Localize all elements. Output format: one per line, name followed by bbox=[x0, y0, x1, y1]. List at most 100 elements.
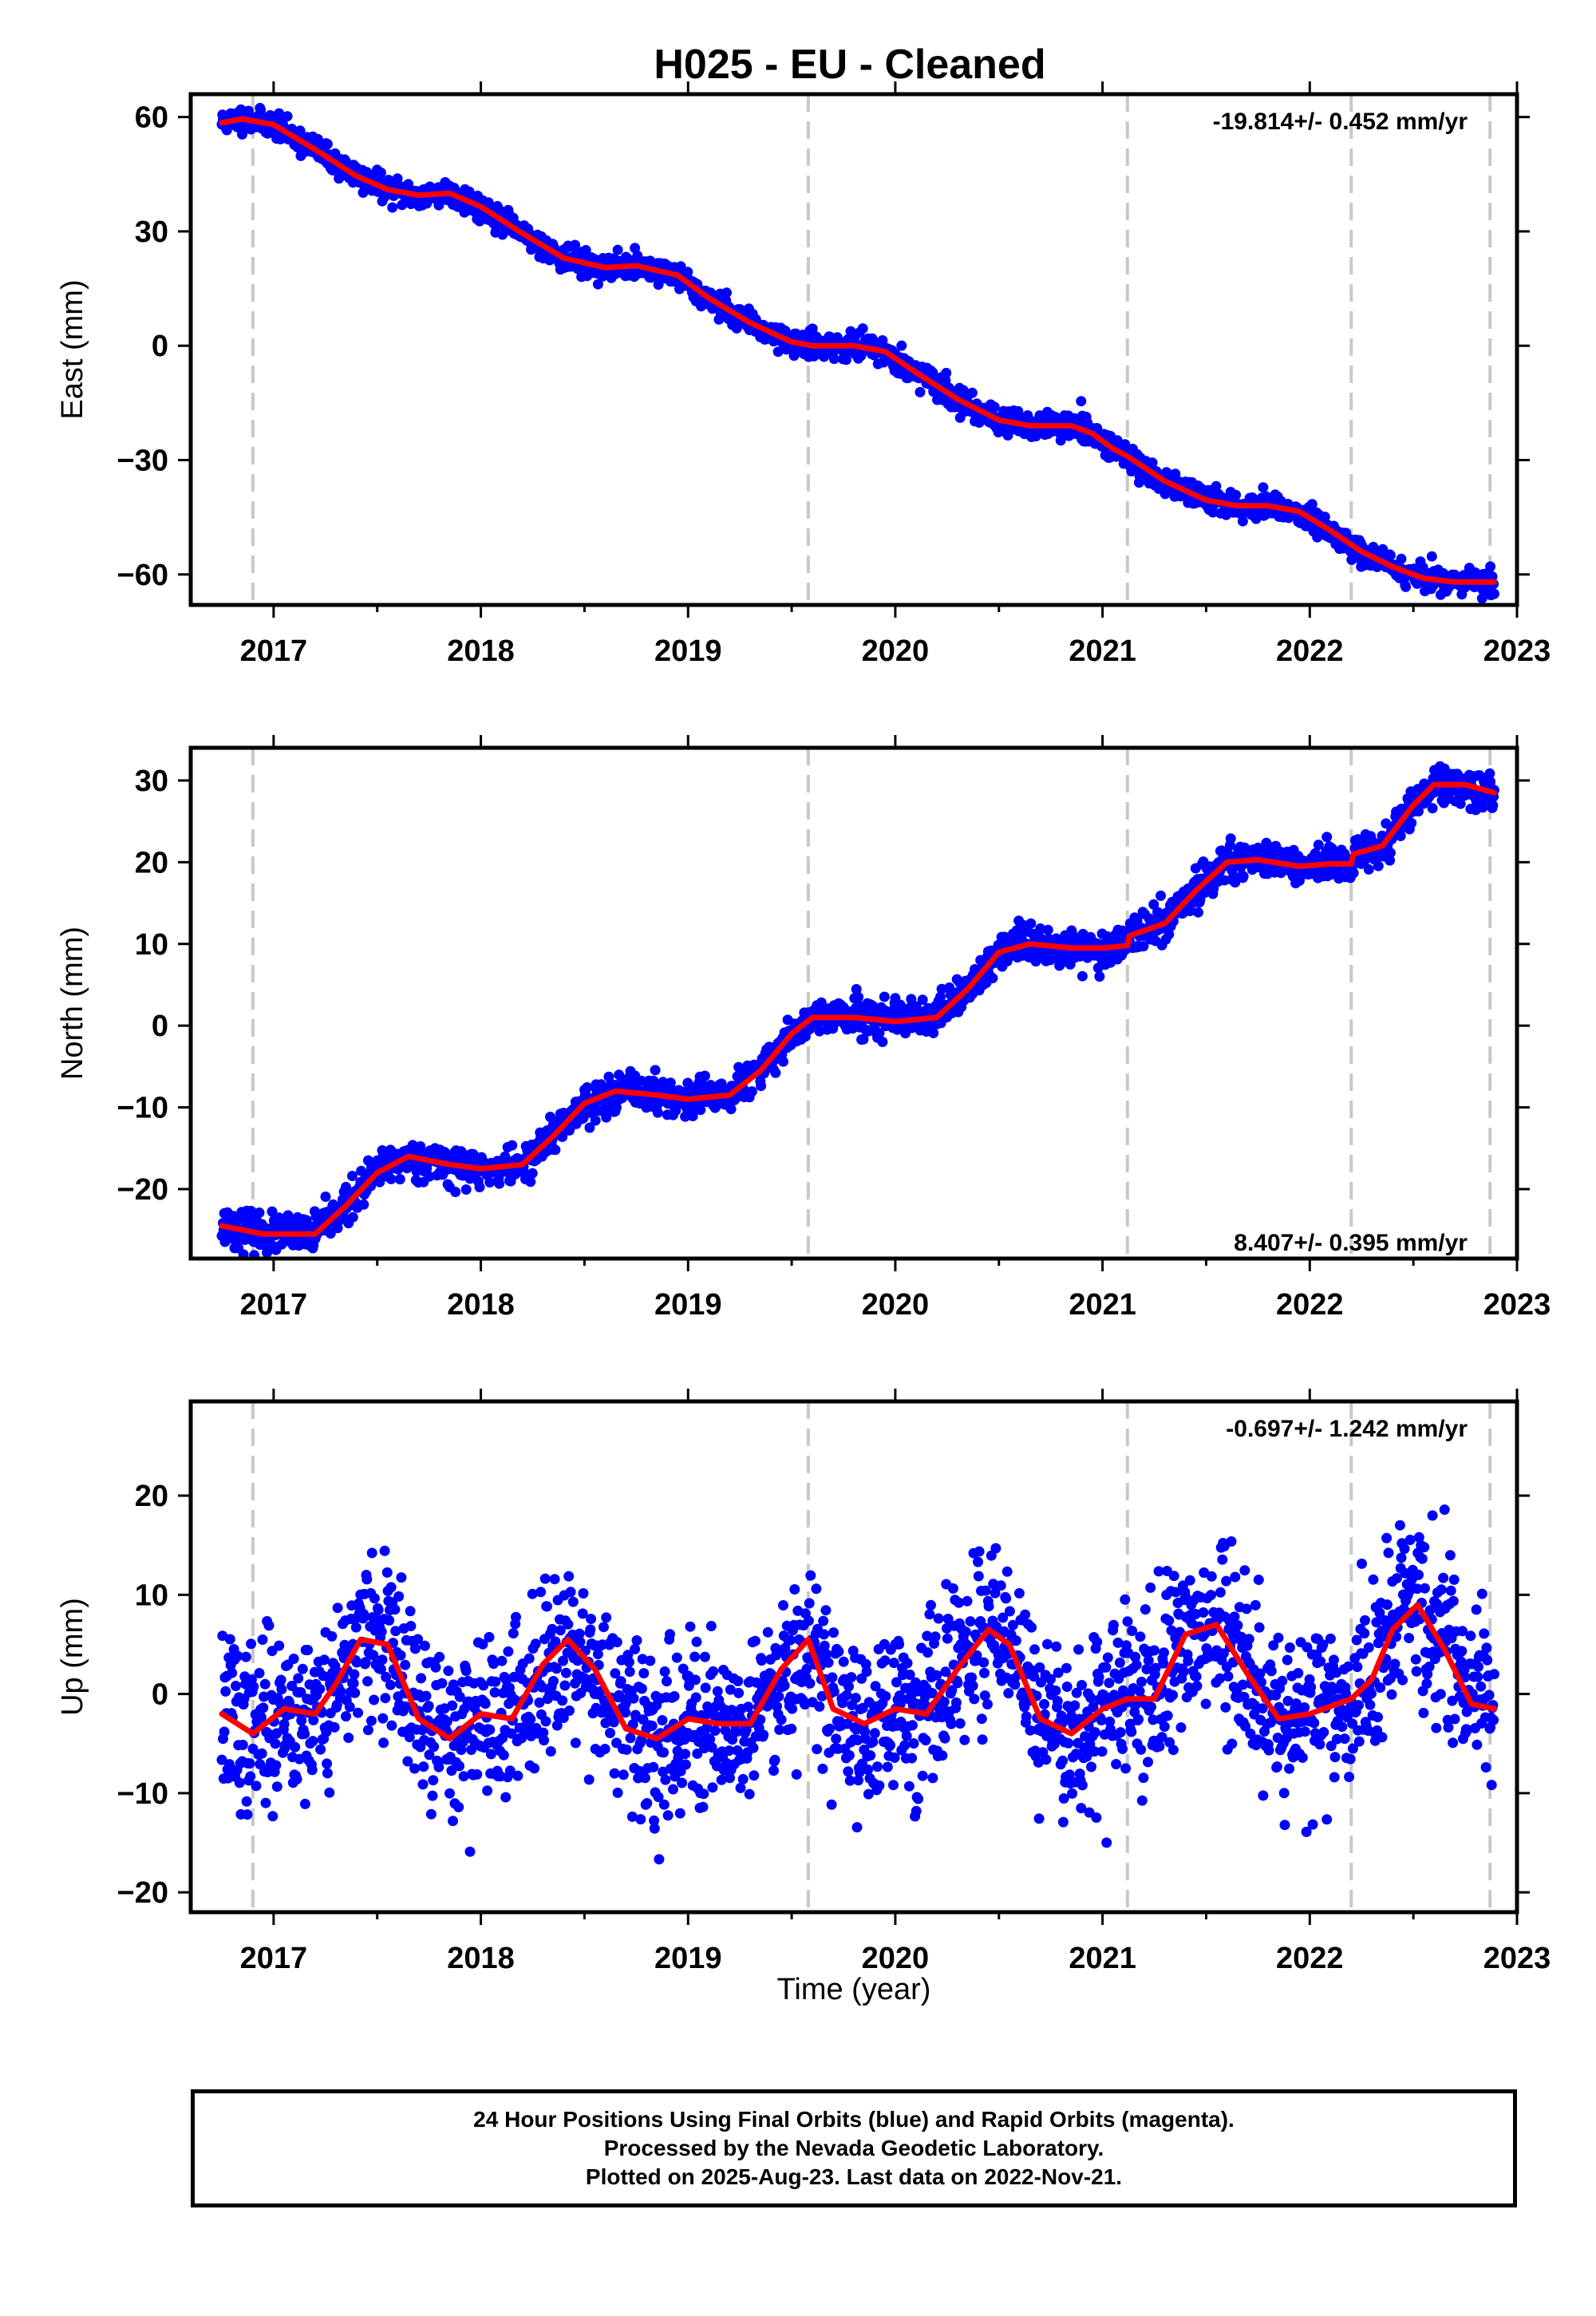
data-point bbox=[769, 1754, 780, 1765]
data-point bbox=[653, 1792, 664, 1803]
data-point bbox=[270, 1738, 281, 1749]
data-point bbox=[433, 1761, 444, 1773]
data-point bbox=[778, 1056, 788, 1067]
data-point bbox=[379, 1545, 390, 1556]
data-point bbox=[385, 1582, 397, 1593]
data-point bbox=[628, 1693, 639, 1704]
data-point bbox=[631, 1635, 642, 1646]
data-point bbox=[545, 1746, 556, 1757]
data-point bbox=[254, 1668, 265, 1678]
data-point bbox=[216, 1754, 227, 1765]
data-point bbox=[625, 1733, 636, 1744]
data-point bbox=[665, 1629, 675, 1640]
data-point bbox=[620, 1707, 631, 1718]
data-point bbox=[419, 1640, 430, 1651]
data-point bbox=[828, 354, 839, 365]
data-point bbox=[857, 323, 868, 334]
data-point bbox=[564, 1705, 575, 1716]
data-point bbox=[416, 1673, 427, 1684]
data-point bbox=[1184, 906, 1195, 916]
data-point bbox=[728, 1705, 738, 1717]
data-point bbox=[504, 1765, 516, 1777]
data-point bbox=[592, 279, 603, 290]
data-point bbox=[557, 1131, 568, 1142]
data-point bbox=[535, 1587, 547, 1598]
data-point bbox=[1488, 588, 1499, 599]
data-point bbox=[770, 1067, 781, 1078]
data-point bbox=[429, 1741, 440, 1753]
data-point bbox=[284, 1697, 294, 1708]
data-point bbox=[567, 1596, 579, 1607]
data-point bbox=[577, 1608, 588, 1619]
data-point bbox=[574, 1628, 585, 1639]
data-point bbox=[454, 1761, 464, 1772]
data-point bbox=[474, 1182, 485, 1192]
data-point bbox=[575, 1636, 586, 1647]
data-point bbox=[530, 1638, 541, 1650]
data-point bbox=[267, 1206, 278, 1217]
data-point bbox=[695, 1105, 706, 1116]
data-point bbox=[611, 1637, 622, 1648]
data-point bbox=[706, 1742, 717, 1753]
rate-annotation: -19.814+/- 0.452 mm/yr bbox=[1213, 109, 1468, 135]
data-point bbox=[1319, 512, 1330, 523]
data-point bbox=[446, 1765, 457, 1777]
x-tick-label: 2019 bbox=[654, 1288, 722, 1322]
data-point bbox=[478, 1680, 489, 1691]
data-point bbox=[381, 1671, 392, 1682]
data-point bbox=[636, 1683, 647, 1694]
data-point bbox=[460, 1184, 472, 1195]
data-point bbox=[1225, 833, 1236, 844]
data-point bbox=[600, 1717, 611, 1729]
data-point bbox=[322, 1768, 333, 1779]
data-point bbox=[464, 1846, 476, 1857]
data-point bbox=[1400, 581, 1412, 592]
data-point bbox=[716, 1774, 727, 1785]
data-point bbox=[674, 1808, 685, 1819]
data-point bbox=[1094, 971, 1105, 982]
data-point bbox=[618, 1769, 629, 1780]
data-point bbox=[494, 1178, 505, 1189]
data-point bbox=[662, 1810, 674, 1821]
data-point bbox=[592, 1649, 603, 1660]
data-point bbox=[639, 1773, 650, 1784]
data-point bbox=[361, 1574, 373, 1585]
plot-frame bbox=[188, 92, 1519, 607]
data-point bbox=[275, 1674, 286, 1686]
data-point bbox=[660, 1774, 671, 1785]
data-point bbox=[418, 1761, 429, 1773]
data-point bbox=[689, 1674, 701, 1686]
data-point bbox=[784, 1634, 796, 1646]
data-point bbox=[385, 1679, 396, 1690]
data-point bbox=[941, 367, 952, 378]
data-point bbox=[1193, 907, 1203, 918]
data-point bbox=[768, 1765, 779, 1777]
data-point bbox=[384, 1614, 395, 1626]
y-tick-label: 30 bbox=[135, 215, 168, 249]
data-point bbox=[1163, 929, 1175, 940]
data-point bbox=[453, 1801, 464, 1812]
data-point bbox=[1385, 848, 1396, 859]
data-point bbox=[1231, 489, 1242, 500]
data-point bbox=[1485, 561, 1496, 572]
data-point bbox=[610, 1668, 621, 1679]
data-point bbox=[387, 202, 398, 213]
data-point bbox=[320, 1192, 331, 1202]
data-point bbox=[705, 1621, 717, 1631]
data-point bbox=[691, 1636, 702, 1647]
data-point bbox=[378, 1737, 389, 1749]
data-point bbox=[404, 1732, 415, 1743]
data-point bbox=[238, 1249, 249, 1259]
data-point bbox=[935, 991, 946, 1002]
x-tick-label: 2019 bbox=[654, 634, 722, 668]
data-point bbox=[621, 1744, 632, 1755]
data-point bbox=[699, 1651, 710, 1662]
data-point bbox=[749, 1635, 760, 1646]
data-point bbox=[1455, 798, 1466, 809]
y-tick-label: 30 bbox=[135, 765, 168, 798]
data-point bbox=[427, 1790, 438, 1801]
data-point bbox=[484, 1177, 496, 1188]
data-point bbox=[612, 1787, 623, 1798]
data-point bbox=[814, 1701, 825, 1712]
data-point bbox=[396, 1572, 407, 1583]
